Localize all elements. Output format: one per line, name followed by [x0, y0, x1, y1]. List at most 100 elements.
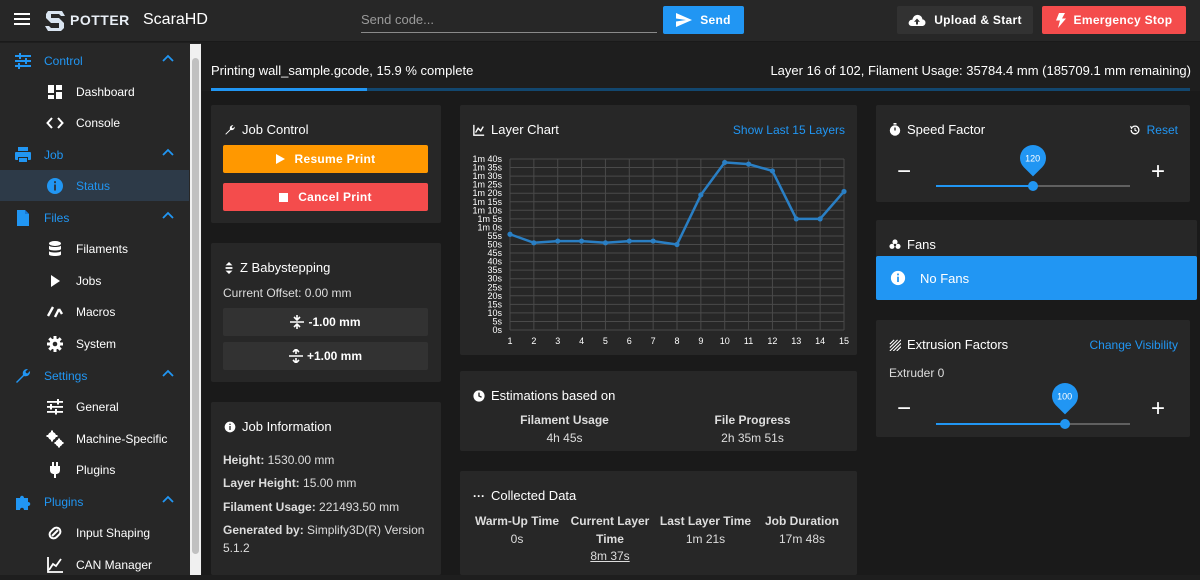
- info-key: Filament Usage:: [223, 500, 316, 514]
- chart-y-tick-label: 0s: [492, 325, 502, 335]
- chart-y-tick-label: 1m 40s: [472, 154, 502, 164]
- info-icon: [890, 270, 906, 286]
- chart-y-tick-label: 1m 25s: [472, 180, 502, 190]
- babystep-down-button[interactable]: -1.00 mm: [223, 308, 428, 336]
- speed-value-label: 120: [1014, 139, 1052, 177]
- sidebar-item-status[interactable]: Status: [0, 170, 189, 201]
- chart-line-icon: [47, 557, 63, 573]
- chart-data-point: [507, 231, 513, 237]
- chevron-up-icon: [162, 495, 174, 503]
- collected-data-card: ··· Collected Data Warm-Up Time 0s Curren…: [460, 471, 857, 575]
- layer-chart-title: Layer Chart: [473, 122, 559, 137]
- collected-title: ··· Collected Data: [473, 488, 576, 503]
- sidebar-group-label: Plugins: [44, 494, 84, 509]
- extrusion-slider-thumb[interactable]: [1060, 419, 1071, 429]
- chart-x-tick-label: 13: [791, 336, 801, 346]
- chevron-up-icon: [162, 369, 174, 377]
- send-button[interactable]: Send: [663, 6, 744, 34]
- sidebar-item-label: Console: [76, 115, 121, 130]
- collected-value: 17m 48s: [778, 532, 826, 546]
- chart-x-tick-label: 1: [507, 336, 512, 346]
- babystep-up-button[interactable]: +1.00 mm: [223, 342, 428, 370]
- cancel-print-button[interactable]: Cancel Print: [223, 183, 428, 211]
- chart-y-tick-label: 1m 20s: [472, 188, 502, 198]
- speed-slider-thumb[interactable]: [1028, 181, 1038, 191]
- collected-key: Job Duration: [765, 514, 839, 528]
- chart-data-point: [793, 216, 799, 222]
- chart-y-tick-label: 50s: [487, 240, 502, 250]
- info-key: Height:: [223, 453, 265, 467]
- chart-x-tick-label: 7: [651, 336, 656, 346]
- extrusion-increase-button[interactable]: +: [1151, 395, 1166, 422]
- chart-y-tick-label: 1m 35s: [472, 163, 502, 173]
- fans-title-text: Fans: [907, 237, 936, 252]
- collected-duration: Job Duration 17m 48s: [757, 514, 847, 546]
- sidebar-item-dashboard[interactable]: Dashboard: [0, 76, 189, 107]
- job-control-title-text: Job Control: [242, 122, 309, 137]
- extruder-label: Extruder 0: [889, 366, 945, 380]
- sidebar-group-files[interactable]: Files: [0, 202, 189, 233]
- show-last-layers-link[interactable]: Show Last 15 Layers: [732, 123, 845, 137]
- chart-data-point: [817, 216, 823, 222]
- change-visibility-link[interactable]: Change Visibility: [1089, 338, 1179, 352]
- chart-y-tick-label: 25s: [487, 282, 502, 292]
- wrench-icon: [16, 368, 31, 383]
- sliders-icon: [15, 53, 31, 69]
- reset-speed-button[interactable]: Reset: [1129, 123, 1178, 137]
- sidebar-group-label: Settings: [44, 368, 88, 383]
- speed-decrease-button[interactable]: −: [897, 158, 912, 185]
- fan-icon: [889, 238, 901, 249]
- info-height: Height: 1530.00 mm: [223, 452, 334, 469]
- resume-label: Resume Print: [294, 152, 376, 166]
- sidebar-scrollbar[interactable]: [190, 44, 201, 575]
- sidebar-item-filaments[interactable]: Filaments: [0, 233, 189, 264]
- extrusion-decrease-button[interactable]: −: [897, 395, 912, 422]
- file-icon: [17, 210, 29, 226]
- upload-start-button[interactable]: Upload & Start: [897, 6, 1033, 34]
- sidebar-item-machine-specific[interactable]: Machine-Specific: [0, 423, 189, 454]
- extrusion-title-text: Extrusion Factors: [907, 337, 1009, 352]
- resume-print-button[interactable]: Resume Print: [223, 145, 428, 173]
- send-code-input[interactable]: Send code...: [361, 7, 657, 33]
- sidebar-group-settings[interactable]: Settings: [0, 360, 189, 391]
- collected-value: 0s: [510, 532, 524, 546]
- no-fans-alert: No Fans: [876, 256, 1197, 300]
- speed-increase-button[interactable]: +: [1151, 158, 1166, 185]
- sidebar-item-input-shaping[interactable]: Input Shaping: [0, 517, 189, 548]
- logo-text: POTTER: [70, 12, 130, 28]
- chart-y-tick-label: 55s: [487, 231, 502, 241]
- menu-icon[interactable]: [14, 13, 30, 25]
- sidebar-item-can-manager[interactable]: CAN Manager: [0, 549, 189, 580]
- emergency-stop-button[interactable]: Emergency Stop: [1042, 6, 1186, 34]
- sidebar-item-label: CAN Manager: [76, 557, 153, 572]
- chart-y-tick-label: 1m 10s: [472, 205, 502, 215]
- cancel-label: Cancel Print: [298, 190, 372, 204]
- plug-icon: [50, 462, 60, 478]
- sidebar-group-control[interactable]: Control: [0, 45, 189, 76]
- sidebar-item-system[interactable]: System: [0, 328, 189, 359]
- extrusion-slider-fill: [936, 423, 1066, 425]
- chart-data-point: [555, 238, 561, 244]
- collected-key: Warm-Up Time: [474, 514, 559, 528]
- collected-key: Time: [596, 532, 624, 546]
- sidebar-group-job[interactable]: Job: [0, 139, 189, 170]
- job-info-title-text: Job Information: [242, 419, 332, 434]
- sidebar-group-plugins[interactable]: Plugins: [0, 486, 189, 517]
- sidebar-item-label: Input Shaping: [76, 525, 151, 540]
- sidebar-item-plugins-settings[interactable]: Plugins: [0, 454, 189, 485]
- sidebar-item-jobs[interactable]: Jobs: [0, 265, 189, 296]
- estop-label: Emergency Stop: [1073, 13, 1173, 27]
- collected-key: Last Layer Time: [659, 514, 752, 528]
- chart-y-tick-label: 1m 15s: [472, 197, 502, 207]
- fans-title: Fans: [889, 237, 936, 252]
- z-babystepping-card: Z Babystepping Current Offset: 0.00 mm -…: [211, 243, 441, 382]
- sidebar-item-general[interactable]: General: [0, 391, 189, 422]
- sidebar-item-console[interactable]: Console: [0, 107, 189, 138]
- flash-icon: [1055, 12, 1066, 28]
- chevron-up-icon: [162, 54, 174, 62]
- chart-x-tick-label: 15: [839, 336, 849, 346]
- chart-data-point: [650, 238, 656, 244]
- sidebar-item-macros[interactable]: Macros: [0, 296, 189, 327]
- scrollbar-thumb[interactable]: [192, 58, 199, 554]
- chart-y-tick-label: 45s: [487, 248, 502, 258]
